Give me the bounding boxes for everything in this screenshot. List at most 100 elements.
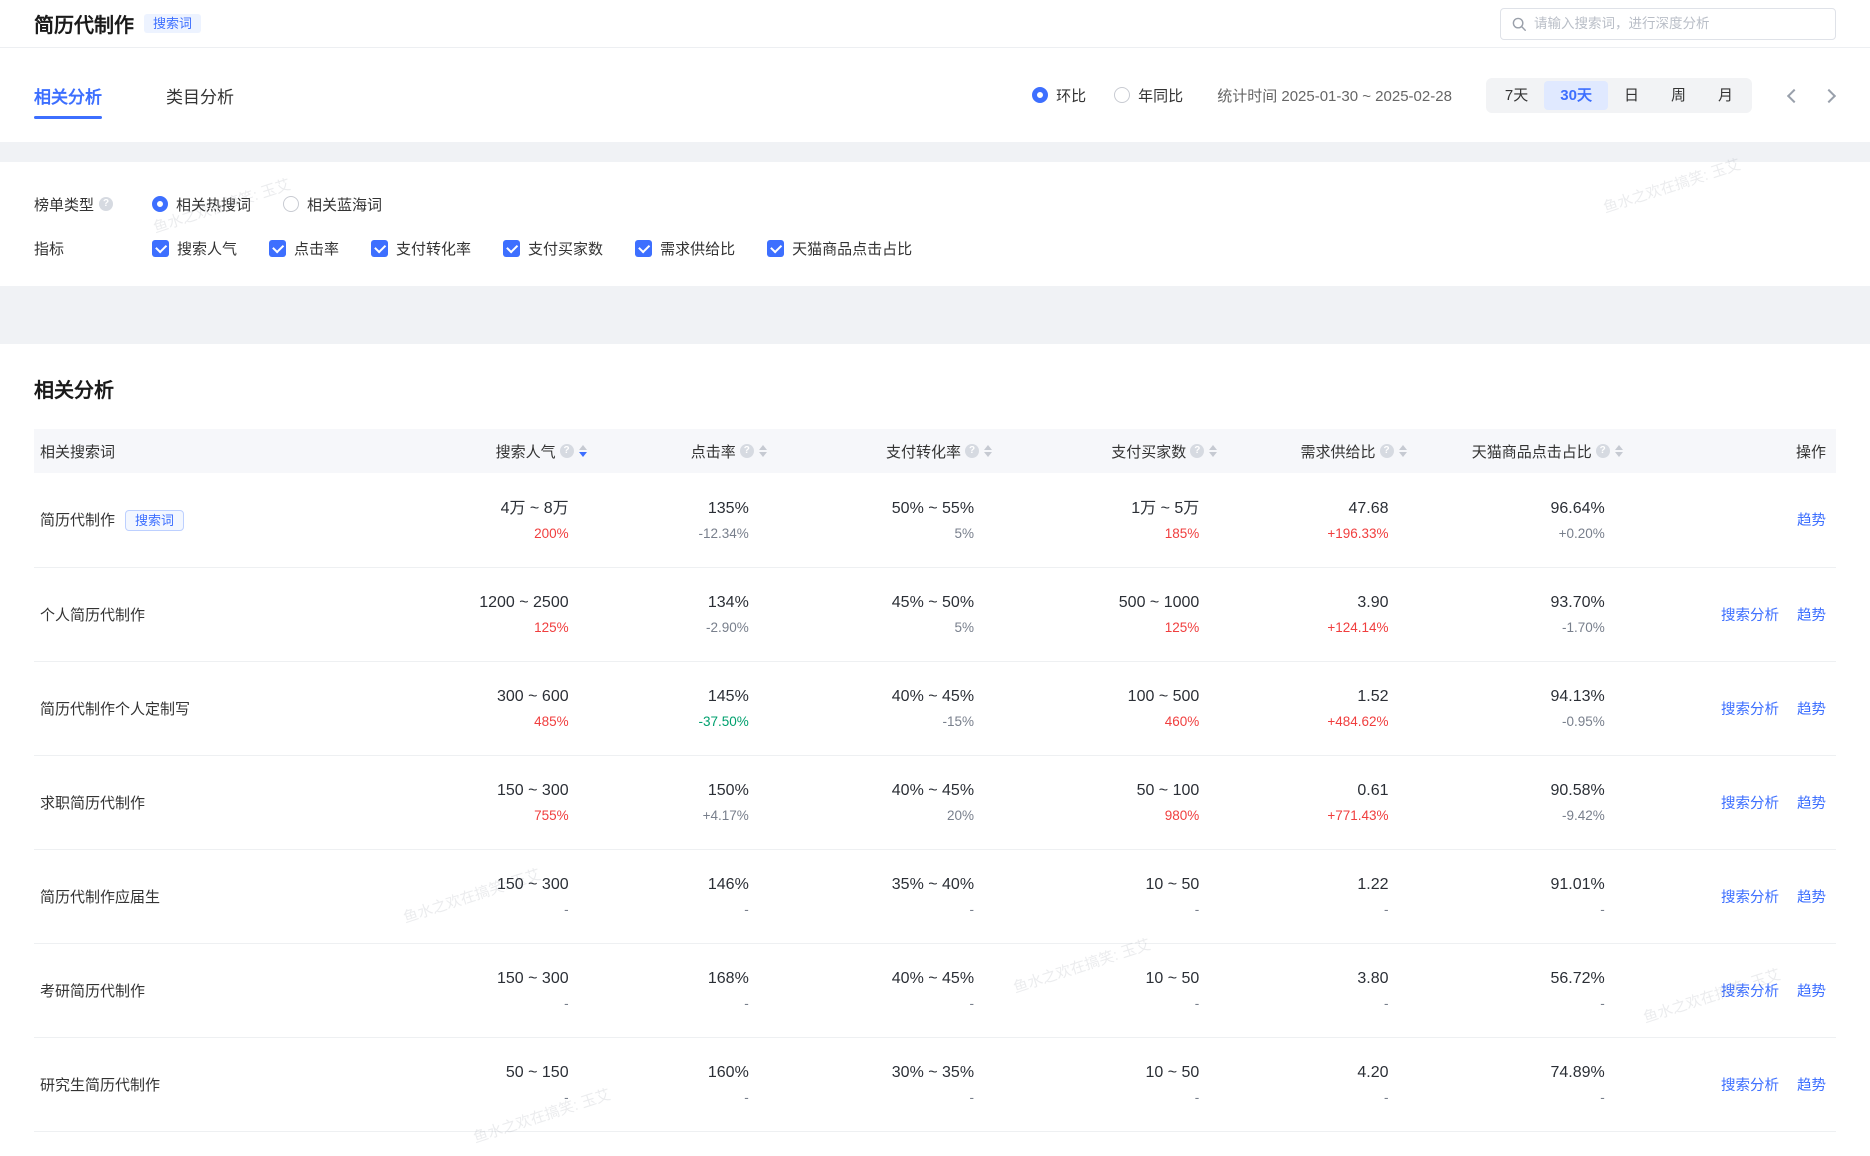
- column-header-search-popularity[interactable]: 搜索人气: [403, 429, 593, 473]
- range-30d-button[interactable]: 30天: [1544, 80, 1608, 110]
- hot-search-words-radio[interactable]: 相关热搜词: [152, 194, 251, 215]
- search-analysis-link[interactable]: 搜索分析: [1721, 795, 1779, 812]
- column-label: 操作: [1795, 443, 1826, 461]
- metric-cell: 300 ~ 600 485%: [403, 661, 592, 755]
- metric-cell: 150 ~ 300 -: [403, 849, 592, 943]
- sort-icon[interactable]: [578, 445, 587, 457]
- info-icon[interactable]: [965, 444, 980, 458]
- trend-link[interactable]: 趋势: [1797, 607, 1826, 624]
- metric-checkbox-supply-demand[interactable]: 需求供给比: [635, 238, 735, 259]
- metric-value: 145%: [707, 688, 749, 706]
- search-input[interactable]: [1534, 16, 1825, 31]
- trend-link[interactable]: 趋势: [1797, 889, 1826, 906]
- metric-value: 4万 ~ 8万: [500, 500, 569, 517]
- trend-link[interactable]: 趋势: [1797, 513, 1826, 530]
- metric-change: 20%: [947, 808, 975, 824]
- range-7d-button[interactable]: 7天: [1489, 81, 1544, 110]
- search-analysis-link[interactable]: 搜索分析: [1721, 889, 1779, 906]
- table-row: 50 ~ 150-140%-40% ~ 45%-10 ~ 50-0.54-91.…: [34, 1131, 1836, 1156]
- column-label: 搜索人气: [495, 443, 556, 461]
- blue-ocean-words-radio[interactable]: 相关蓝海词: [283, 194, 382, 215]
- metric-cell: 93.70% -1.70%: [1413, 567, 1629, 661]
- metric-value: 3.90: [1357, 594, 1389, 612]
- stats-time-range: 统计时间 2025-01-30 ~ 2025-02-28: [1217, 87, 1452, 105]
- metric-checkbox-pay-buyers[interactable]: 支付买家数: [503, 238, 603, 259]
- tab-category-analysis[interactable]: 类目分析: [166, 83, 234, 108]
- list-type-label: 榜单类型: [34, 196, 95, 214]
- info-icon[interactable]: [559, 444, 574, 458]
- chevron-left-icon[interactable]: [1786, 89, 1798, 101]
- radio-label: 环比: [1056, 87, 1087, 105]
- metric-change: 460%: [1164, 714, 1200, 730]
- info-icon[interactable]: [1379, 444, 1394, 458]
- search-box[interactable]: [1500, 7, 1836, 40]
- metric-cell: 160% -: [593, 1037, 773, 1131]
- metric-change: 200%: [534, 526, 569, 541]
- range-month-button[interactable]: 月: [1702, 81, 1749, 110]
- metric-change: -: [744, 902, 749, 918]
- trend-link[interactable]: 趋势: [1797, 701, 1826, 718]
- metric-checkbox-search-popularity[interactable]: 搜索人气: [152, 238, 237, 259]
- tab-related-analysis[interactable]: 相关分析: [34, 83, 102, 119]
- metric-cell: 10 ~ 50-: [998, 1131, 1223, 1156]
- info-icon[interactable]: [1190, 444, 1205, 458]
- sort-icon[interactable]: [1398, 445, 1407, 457]
- metric-value: 10 ~ 50: [1145, 876, 1200, 894]
- metric-change: 980%: [1164, 808, 1200, 824]
- metric-checkbox-click-rate[interactable]: 点击率: [269, 238, 339, 259]
- metric-cell: 168% -: [593, 943, 773, 1037]
- search-analysis-link[interactable]: 搜索分析: [1721, 701, 1779, 718]
- search-analysis-link[interactable]: 搜索分析: [1721, 1077, 1779, 1094]
- metric-checkbox-pay-conversion[interactable]: 支付转化率: [371, 238, 471, 259]
- metric-value: 94.13%: [1550, 688, 1605, 706]
- metric-cell: 40% ~ 45% -15%: [773, 661, 998, 755]
- metric-value: 3.80: [1357, 970, 1389, 988]
- column-header-supply-demand[interactable]: 需求供给比: [1223, 429, 1413, 473]
- column-header-click-rate[interactable]: 点击率: [592, 429, 773, 473]
- sort-icon[interactable]: [1209, 445, 1218, 457]
- info-icon[interactable]: [99, 197, 114, 211]
- compare-chain-radio[interactable]: 环比: [1032, 85, 1086, 106]
- column-header-pay-buyers[interactable]: 支付买家数: [998, 429, 1224, 473]
- info-icon[interactable]: [739, 444, 754, 458]
- info-icon[interactable]: [1595, 444, 1610, 458]
- keyword-text: 求职简历代制作: [40, 794, 146, 812]
- radio-label: 相关蓝海词: [307, 196, 383, 214]
- range-week-button[interactable]: 周: [1655, 81, 1702, 110]
- metric-value: 96.64%: [1550, 500, 1605, 517]
- metric-checkbox-tmall-click-share[interactable]: 天猫商品点击占比: [767, 238, 912, 259]
- keyword-text: 简历代制作应届生: [40, 888, 161, 906]
- search-analysis-link[interactable]: 搜索分析: [1721, 607, 1779, 624]
- compare-yoy-radio[interactable]: 年同比: [1114, 85, 1183, 106]
- column-header-tmall-click-share[interactable]: 天猫商品点击占比: [1412, 429, 1629, 473]
- chevron-right-icon[interactable]: [1824, 89, 1836, 101]
- trend-link[interactable]: 趋势: [1797, 795, 1826, 812]
- metric-cell: 50% ~ 55% 5%: [773, 473, 998, 567]
- column-header-pay-conversion[interactable]: 支付转化率: [772, 429, 999, 473]
- tabbar-controls: 环比 年同比 统计时间 2025-01-30 ~ 2025-02-28 7天 3…: [1032, 77, 1836, 113]
- metric-cell: 0.54-: [1223, 1131, 1412, 1156]
- trend-link[interactable]: 趋势: [1797, 983, 1826, 1000]
- trend-link[interactable]: 趋势: [1797, 1077, 1826, 1094]
- search-icon: [1512, 17, 1526, 31]
- metric-cell: 3.90 +124.14%: [1223, 567, 1412, 661]
- sort-icon[interactable]: [984, 445, 993, 457]
- checkbox-label: 需求供给比: [660, 240, 736, 258]
- metrics-label: 指标: [34, 240, 65, 258]
- table-body: 简历代制作 搜索词 4万 ~ 8万 200% 135% -12.34% 50% ~ 55% 5…: [34, 473, 1836, 1156]
- sort-icon[interactable]: [1614, 445, 1623, 457]
- search-analysis-link[interactable]: 搜索分析: [1721, 983, 1779, 1000]
- sort-icon[interactable]: [758, 445, 767, 457]
- table-header: 相关搜索词 搜索人气 点击率: [34, 429, 1836, 473]
- metric-value: 30% ~ 35%: [891, 1064, 975, 1082]
- actions-cell: 搜索分析 趋势: [1629, 755, 1836, 849]
- range-day-button[interactable]: 日: [1608, 81, 1655, 110]
- metric-cell: 35% ~ 40% -: [773, 849, 998, 943]
- metric-cell: 91.01% -: [1413, 849, 1629, 943]
- metric-value: 100 ~ 500: [1127, 688, 1200, 706]
- metric-cell: 40% ~ 45% 20%: [773, 755, 998, 849]
- metric-change: -: [1194, 996, 1200, 1012]
- metric-cell: 0.61 +771.43%: [1223, 755, 1412, 849]
- metric-value: 40% ~ 45%: [891, 782, 975, 800]
